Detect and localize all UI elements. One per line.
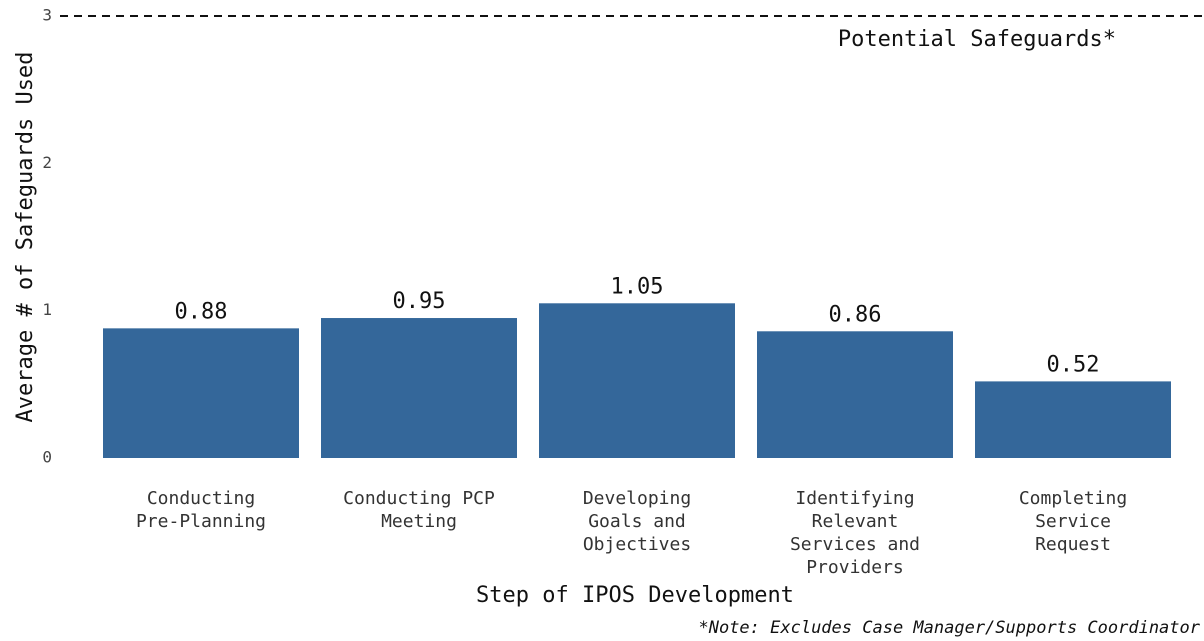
x-tick-label: Service xyxy=(1035,511,1111,532)
bar xyxy=(975,381,1171,458)
y-tick-label: 2 xyxy=(42,153,52,172)
reference-label: Potential Safeguards* xyxy=(838,27,1116,52)
value-label: 0.52 xyxy=(1047,352,1100,377)
y-tick-label: 0 xyxy=(42,448,52,467)
bar xyxy=(103,328,299,458)
x-tick-label: Objectives xyxy=(583,534,691,555)
x-axis-title: Step of IPOS Development xyxy=(476,583,794,608)
x-tick-label: Pre-Planning xyxy=(136,511,266,532)
value-label: 1.05 xyxy=(611,274,664,299)
x-tick-label: Conducting xyxy=(147,488,255,509)
x-tick-label: Developing xyxy=(583,488,691,509)
x-tick-label: Services and xyxy=(790,534,920,555)
x-tick-label: Conducting PCP xyxy=(343,488,495,509)
x-tick-label: Meeting xyxy=(381,511,457,532)
value-label: 0.95 xyxy=(393,289,446,314)
x-tick-label: Relevant xyxy=(812,511,899,532)
y-tick-label: 1 xyxy=(42,300,52,319)
x-tick-label: Request xyxy=(1035,534,1111,555)
y-tick-label: 3 xyxy=(42,6,52,25)
x-tick-label: Goals and xyxy=(588,511,686,532)
value-label: 0.86 xyxy=(829,302,882,327)
bar xyxy=(757,331,953,458)
x-tick-label: Identifying xyxy=(795,488,914,509)
bar xyxy=(321,318,517,458)
value-label: 0.88 xyxy=(175,299,228,324)
x-tick-label: Providers xyxy=(806,557,904,578)
bar xyxy=(539,303,735,458)
x-tick-label: Completing xyxy=(1019,488,1127,509)
note: *Note: Excludes Case Manager/Supports Co… xyxy=(698,618,1200,638)
y-axis-title: Average # of Safeguards Used xyxy=(13,52,38,423)
